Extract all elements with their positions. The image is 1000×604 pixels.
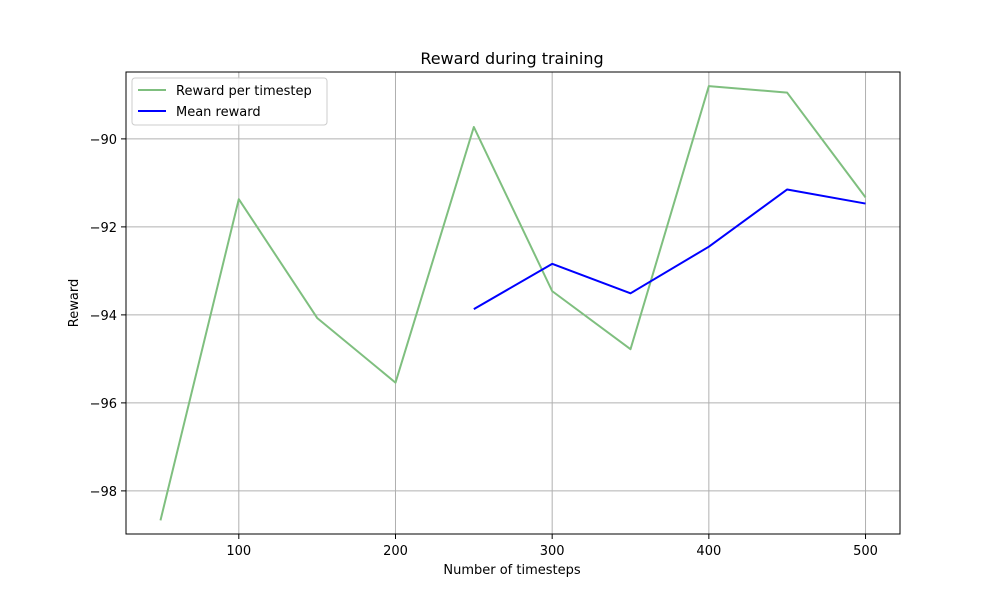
chart-title: Reward during training bbox=[420, 49, 603, 68]
plot-frame bbox=[125, 71, 901, 535]
legend-box bbox=[131, 77, 328, 126]
axis-ticks: 100 200 300 400 500 −98 −96 −94 −92 −90 bbox=[90, 133, 878, 559]
series-line-reward-per-timestep bbox=[159, 85, 867, 521]
legend-label-mean-reward: Mean reward bbox=[176, 105, 261, 120]
grid bbox=[126, 72, 900, 534]
y-tick-label: −92 bbox=[90, 221, 117, 236]
data-point-mean-reward bbox=[864, 202, 867, 205]
data-point-reward-per-timestep bbox=[394, 381, 397, 384]
x-tick-label: 500 bbox=[853, 544, 878, 559]
y-tick-label: −94 bbox=[90, 309, 117, 324]
x-tick-label: 100 bbox=[226, 544, 251, 559]
legend: Reward per timestep Mean reward bbox=[131, 77, 328, 126]
data-point-mean-reward bbox=[629, 292, 632, 295]
series-layer bbox=[159, 85, 867, 522]
data-point-mean-reward bbox=[707, 245, 710, 248]
y-tick-label: −96 bbox=[90, 397, 117, 412]
data-point-reward-per-timestep bbox=[237, 198, 240, 201]
y-axis-label: Reward bbox=[67, 279, 82, 327]
data-point-reward-per-timestep bbox=[316, 316, 319, 319]
y-tick-label: −98 bbox=[90, 485, 117, 500]
x-tick-label: 200 bbox=[383, 544, 408, 559]
data-point-reward-per-timestep bbox=[472, 126, 475, 129]
x-tick-label: 400 bbox=[696, 544, 721, 559]
x-axis-label: Number of timesteps bbox=[443, 563, 581, 578]
y-tick-label: −90 bbox=[90, 133, 117, 148]
data-point-reward-per-timestep bbox=[864, 196, 867, 199]
data-point-mean-reward bbox=[551, 262, 554, 265]
data-point-reward-per-timestep bbox=[551, 290, 554, 293]
x-tick-label: 300 bbox=[540, 544, 565, 559]
legend-label-reward-per-timestep: Reward per timestep bbox=[176, 84, 312, 99]
data-point-mean-reward bbox=[472, 308, 475, 311]
data-point-reward-per-timestep bbox=[707, 85, 710, 88]
data-point-reward-per-timestep bbox=[786, 91, 789, 94]
data-point-reward-per-timestep bbox=[629, 348, 632, 351]
data-point-reward-per-timestep bbox=[159, 519, 162, 522]
data-point-mean-reward bbox=[786, 188, 789, 191]
series-line-mean-reward bbox=[473, 188, 866, 311]
